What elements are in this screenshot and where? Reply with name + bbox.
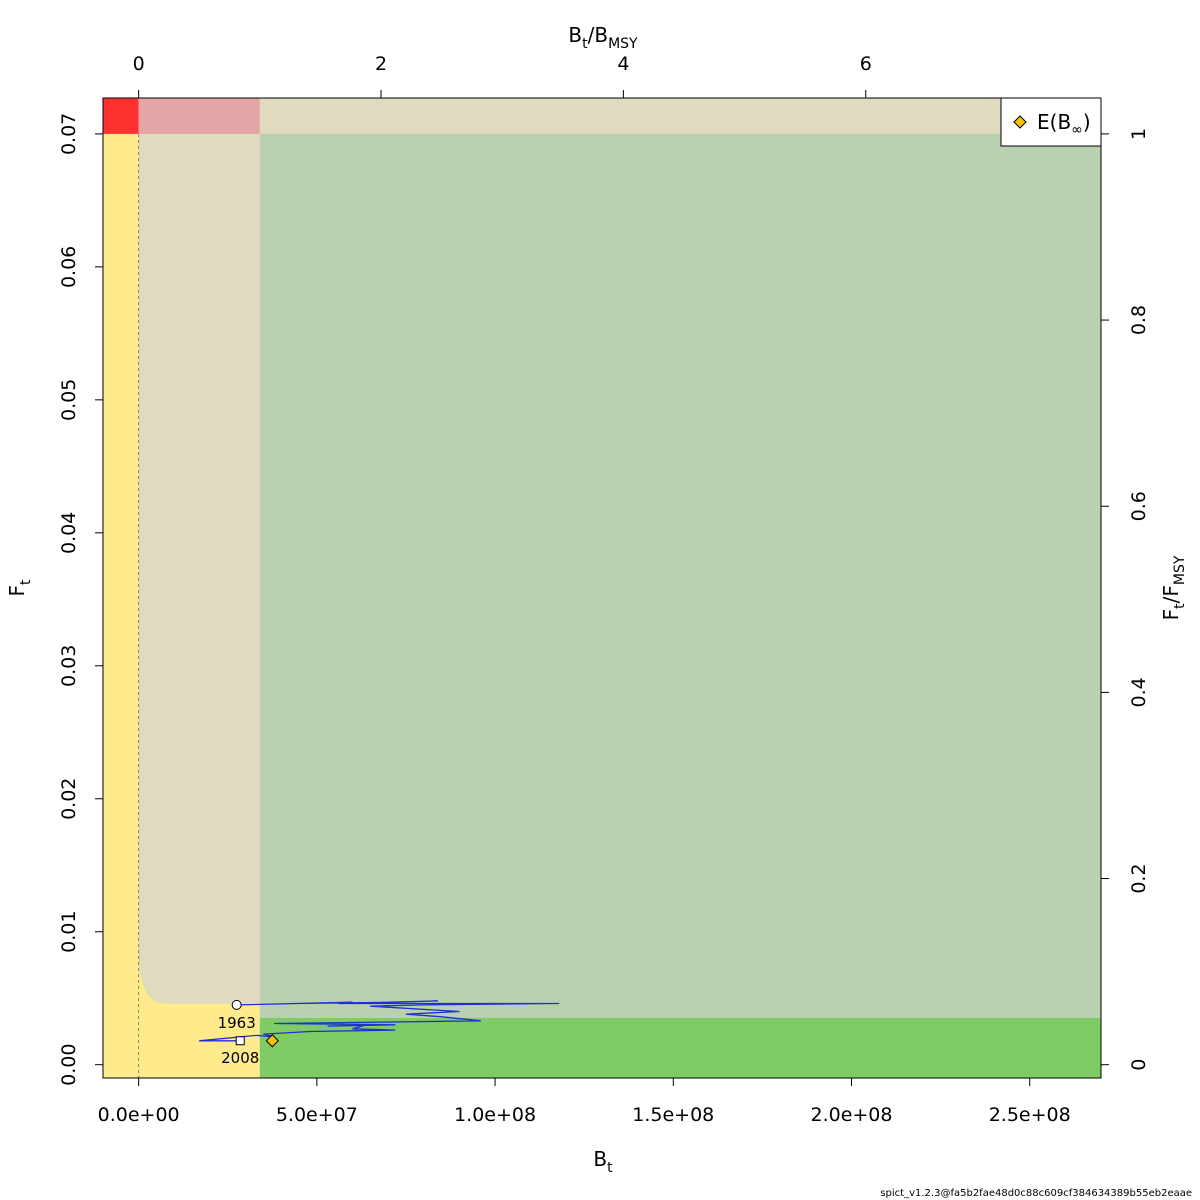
- y-right-tick-label: 0.6: [1128, 491, 1150, 521]
- x-top-tick-label: 2: [375, 53, 387, 75]
- zone-background: [103, 98, 1101, 1078]
- x-bottom-tick-label: 1.0e+08: [454, 1104, 536, 1126]
- zone-green: [259, 1018, 1101, 1078]
- y-left-tick-label: 0.00: [58, 1044, 80, 1086]
- biomass-fishing-trajectory: [199, 1000, 560, 1042]
- x-top-tick-label: 6: [860, 53, 872, 75]
- x-axis-top-title: Bt/BMSY: [568, 23, 638, 52]
- zone-tan-top: [259, 98, 1101, 134]
- end-year-marker: [235, 1036, 245, 1046]
- y-left-tick-label: 0.02: [58, 778, 80, 820]
- zone-yellow-left: [103, 98, 139, 1078]
- zone-red: [103, 98, 139, 134]
- plot-frame: [102, 97, 1102, 1079]
- y-left-tick-label: 0.04: [58, 512, 80, 554]
- x-bottom-tick-label: 0.0e+00: [98, 1104, 180, 1126]
- x-bottom-tick-label: 1.5e+08: [632, 1104, 714, 1126]
- y-left-tick-label: 0.03: [58, 645, 80, 687]
- x-bottom-tick-label: 2.5e+08: [989, 1104, 1071, 1126]
- y-left-tick-label: 0.05: [58, 379, 80, 421]
- y-left-tick-label: 0.07: [58, 113, 80, 155]
- zone-yellow-lower: [138, 951, 260, 1078]
- footer-version: spict_v1.2.3@fa5b2fae48d0c88c609cf384634…: [880, 1188, 1192, 1199]
- x-bottom-tick-label: 2.0e+08: [810, 1104, 892, 1126]
- start-year-label: 1963: [218, 1014, 256, 1032]
- legend: E(B∞): [1000, 97, 1102, 147]
- end-year-label: 2008: [221, 1049, 259, 1067]
- legend-box: [1000, 97, 1102, 147]
- y-left-tick-label: 0.01: [58, 911, 80, 953]
- zone-pink: [138, 98, 260, 134]
- y-axis-left-title: Ft: [5, 579, 34, 597]
- y-right-tick-label: 0.4: [1128, 677, 1150, 707]
- zone-layer: [103, 98, 1101, 1078]
- y-right-tick-label: 0: [1128, 1059, 1150, 1071]
- y-right-tick-label: 1: [1128, 128, 1150, 140]
- legend-entry-label: E(B∞): [1037, 110, 1091, 138]
- y-right-tick-label: 0.2: [1128, 863, 1150, 893]
- zone-tan-middle: [138, 133, 260, 1018]
- axes-layer: 0.0e+00 5.0e+07 1.0e+08 1.5e+08 2.0e+08 2.5e+…: [58, 53, 1150, 1126]
- x-top-tick-label: 4: [617, 53, 629, 75]
- trajectory-layer: 1963 2008: [199, 999, 560, 1067]
- y-left-tick-label: 0.06: [58, 246, 80, 288]
- start-year-marker: [231, 999, 242, 1010]
- equilibrium-marker: [265, 1034, 280, 1048]
- x-axis-bottom-title: Bt: [593, 1147, 613, 1176]
- x-top-tick-label: 0: [133, 53, 145, 75]
- y-axis-right-title: Ft/FMSY: [1159, 555, 1188, 620]
- x-bottom-tick-label: 5.0e+07: [276, 1104, 358, 1126]
- legend-equilibrium-marker: [1013, 115, 1027, 129]
- y-right-tick-label: 0.8: [1128, 305, 1150, 335]
